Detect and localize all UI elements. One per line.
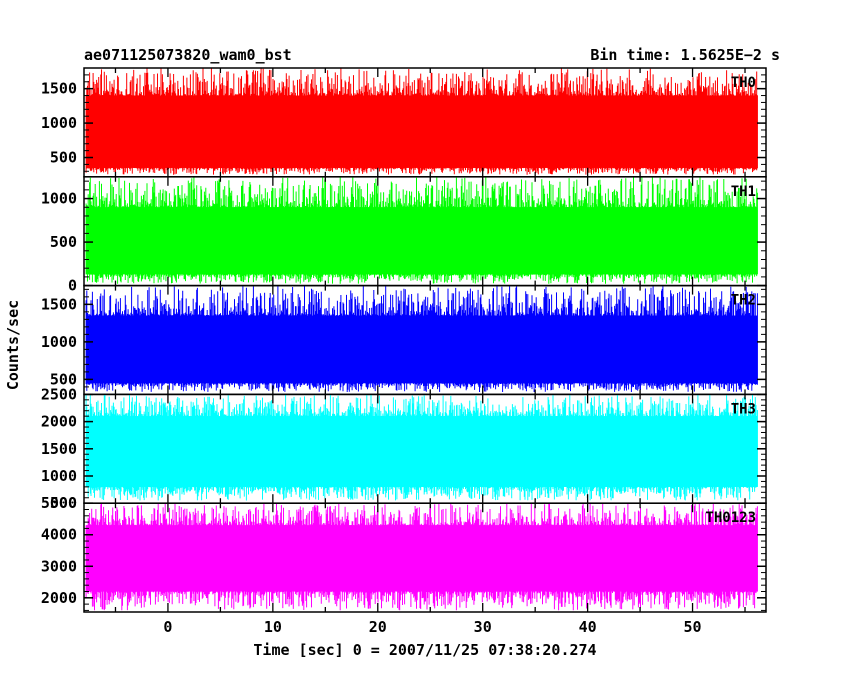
series-core-th3 [86,416,758,487]
x-tick-label: 40 [579,618,597,636]
y-tick-label: 1000 [41,114,77,132]
panel-label: TH1 [731,184,756,200]
series-core-th0 [86,95,758,168]
y-axis-title: Counts/sec [4,300,22,390]
time-axis: 0 10 20 30 40 50 [163,618,701,636]
x-tick-label: 50 [684,618,702,636]
series-core-th2 [86,315,758,384]
observation-id-title: ae071125073820_wam0_bst [84,46,292,64]
y-tick-label: 1000 [41,467,77,485]
y-tick-label: 500 [50,233,77,251]
panel-label: TH2 [731,293,756,309]
y-tick-label: 1500 [41,295,77,313]
panel-th0123: 2000 3000 4000 5000 TH0123 [41,494,767,613]
panel-label: TH0 [731,75,756,91]
y-tick-label: 1000 [41,190,77,208]
x-tick-label: 10 [264,618,282,636]
y-tick-label: 1000 [41,333,77,351]
series-core-th1 [86,207,758,275]
y-tick-label: 500 [50,370,77,388]
y-tick-label: 2500 [41,385,77,403]
x-axis-title: Time [sec] 0 = 2007/11/25 07:38:20.274 [253,641,596,659]
panel-th2: 500 1000 1500 TH2 [41,284,767,396]
y-tick-label: 500 [50,149,77,167]
x-tick-label: 20 [369,618,387,636]
y-tick-label: 2000 [41,589,77,607]
panel-th0: 500 1000 1500 TH0 [41,67,767,178]
y-tick-label: 0 [68,277,77,295]
panel-th1: 0 500 1000 TH1 [41,176,767,295]
y-tick-label: 3000 [41,557,77,575]
panel-label: TH0123 [705,510,756,526]
panel-frame [83,502,767,613]
bin-time-label: Bin time: 1.5625E−2 s [590,46,780,64]
x-tick-label: 30 [474,618,492,636]
y-tick-label: 2000 [41,413,77,431]
panel-label: TH3 [731,401,756,417]
y-tick-label: 5000 [41,494,77,512]
series-core-th0123 [86,525,758,592]
panel-th3: 500 1000 1500 2000 2500 TH3 [41,385,767,512]
x-tick-label: 0 [163,618,172,636]
y-tick-label: 1500 [41,80,77,98]
y-tick-label: 500 [50,494,77,512]
y-tick-label: 4000 [41,526,77,544]
y-tick-label: 1500 [41,440,77,458]
